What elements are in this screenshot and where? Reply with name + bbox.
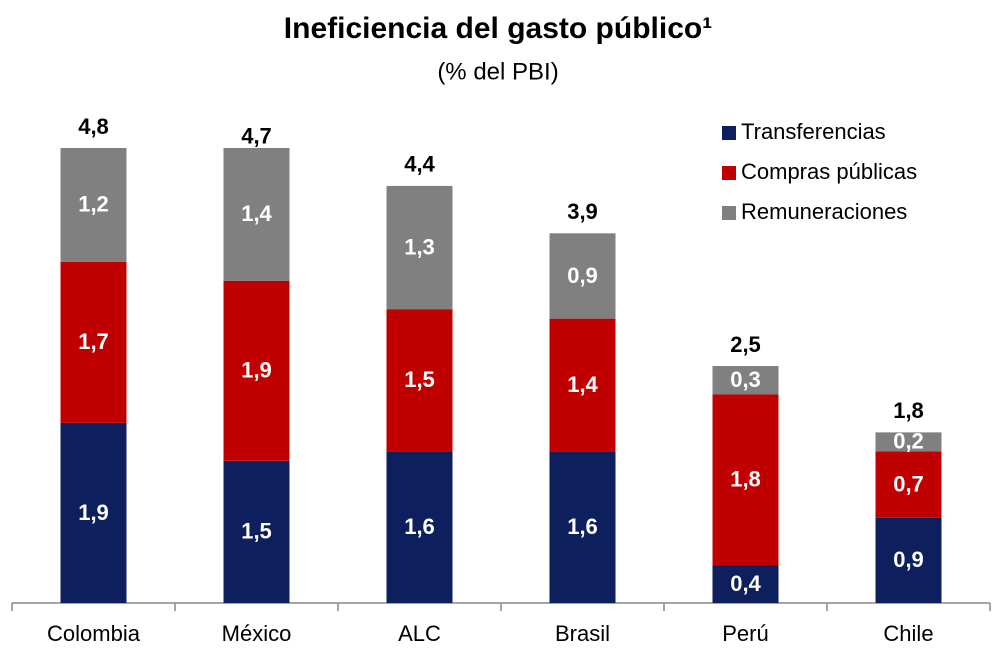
chart-title: Ineficiencia del gasto público¹ bbox=[284, 12, 712, 45]
total-label: 3,9 bbox=[567, 199, 598, 224]
x-tick-label: Chile bbox=[883, 621, 933, 646]
legend-label: Compras públicas bbox=[741, 159, 917, 184]
bar-segment bbox=[549, 451, 616, 603]
bar-segment bbox=[60, 422, 127, 603]
x-tick-label: ALC bbox=[398, 621, 441, 646]
bar-segment bbox=[60, 261, 127, 423]
value-label: 0,9 bbox=[567, 263, 598, 288]
value-label: 1,2 bbox=[78, 192, 109, 217]
bar-segment bbox=[712, 366, 779, 395]
value-label: 1,5 bbox=[404, 367, 435, 392]
bar-segment bbox=[386, 451, 453, 603]
bar-segment bbox=[386, 309, 453, 452]
bar-segment bbox=[223, 280, 290, 461]
value-label: 1,3 bbox=[404, 234, 435, 259]
value-label: 1,9 bbox=[78, 500, 109, 525]
value-label: 0,9 bbox=[893, 547, 924, 572]
bar-segment bbox=[223, 148, 290, 281]
bar-segment bbox=[875, 517, 942, 603]
bar-segment bbox=[712, 394, 779, 566]
total-label: 4,7 bbox=[241, 123, 272, 148]
bar-segment bbox=[875, 451, 942, 518]
legend-swatch bbox=[722, 126, 736, 140]
value-label: 1,6 bbox=[404, 514, 435, 539]
bar-segment bbox=[549, 233, 616, 319]
total-label: 1,8 bbox=[893, 398, 924, 423]
total-label: 4,4 bbox=[404, 152, 435, 177]
bar-segment bbox=[549, 318, 616, 452]
bar-segment bbox=[223, 460, 290, 603]
legend-label: Transferencias bbox=[741, 119, 886, 144]
value-label: 1,7 bbox=[78, 329, 109, 354]
legend-label: Remuneraciones bbox=[741, 199, 907, 224]
value-label: 0,4 bbox=[730, 571, 761, 596]
value-label: 0,3 bbox=[730, 367, 761, 392]
bar-segment bbox=[712, 565, 779, 603]
value-label: 1,9 bbox=[241, 358, 272, 383]
value-label: 1,8 bbox=[730, 467, 761, 492]
legend-swatch bbox=[722, 206, 736, 220]
legend-swatch bbox=[722, 166, 736, 180]
value-label: 0,7 bbox=[893, 471, 924, 496]
value-label: 0,2 bbox=[893, 429, 924, 454]
x-tick-label: México bbox=[222, 621, 292, 646]
value-label: 1,6 bbox=[567, 514, 598, 539]
value-label: 1,4 bbox=[567, 372, 598, 397]
bar-segment bbox=[386, 185, 453, 310]
x-tick-label: Perú bbox=[722, 621, 768, 646]
bar-segment bbox=[875, 432, 942, 452]
value-label: 1,5 bbox=[241, 519, 272, 544]
chart-subtitle: (% del PBI) bbox=[437, 58, 558, 85]
value-label: 1,4 bbox=[241, 201, 272, 226]
bar-segment bbox=[60, 148, 127, 262]
total-label: 2,5 bbox=[730, 332, 761, 357]
x-tick-label: Brasil bbox=[555, 621, 610, 646]
x-tick-label: Colombia bbox=[47, 621, 141, 646]
total-label: 4,8 bbox=[78, 114, 109, 139]
